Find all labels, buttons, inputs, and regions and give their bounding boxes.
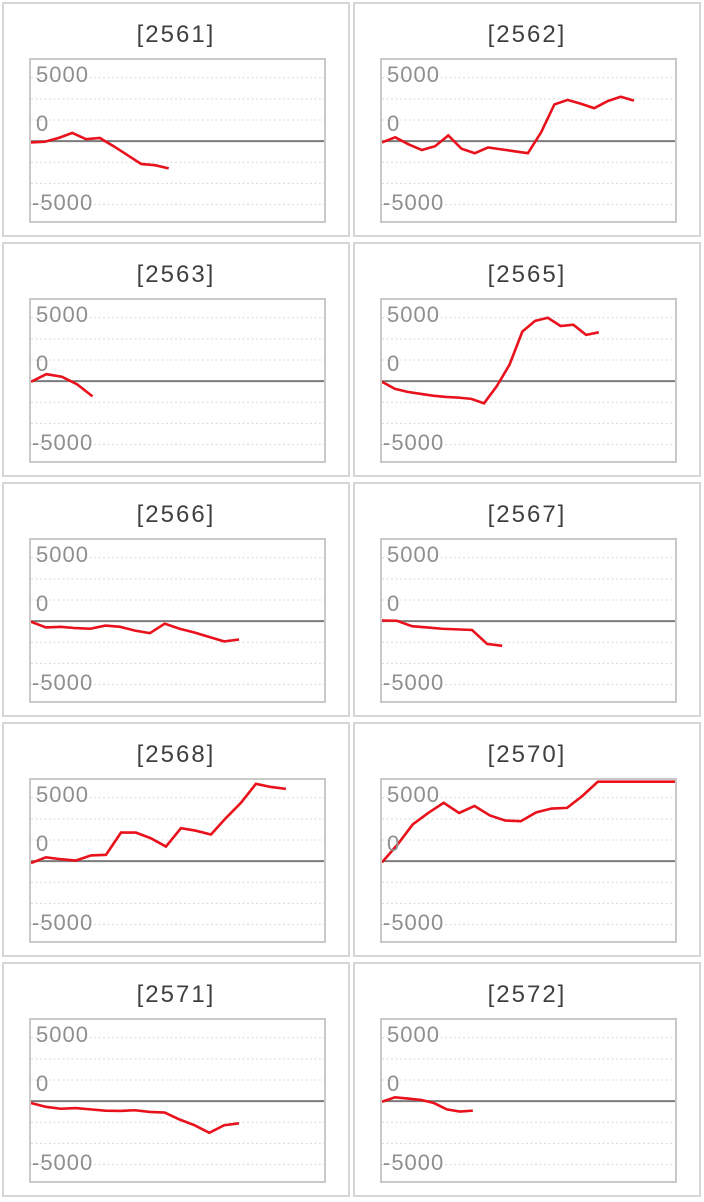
chart-title: [2570] bbox=[487, 741, 567, 768]
chart-title: [2571] bbox=[136, 981, 216, 1008]
chart-plot-area: 5000 0 -5000 bbox=[29, 778, 326, 943]
chart-title: [2566] bbox=[136, 501, 216, 528]
line-chart-canvas bbox=[31, 557, 324, 686]
chart-title: [2567] bbox=[487, 501, 567, 528]
chart-tile-2572: [2572] 5000 0 -5000 bbox=[353, 962, 701, 1197]
line-chart-canvas bbox=[31, 77, 324, 206]
line-chart-canvas bbox=[31, 782, 324, 926]
line-chart-canvas bbox=[382, 780, 675, 926]
chart-plot-area: 5000 0 -5000 bbox=[380, 298, 677, 463]
chart-title: [2562] bbox=[487, 21, 567, 48]
chart-tile-2570: [2570] 5000 0 -5000 bbox=[353, 722, 701, 957]
chart-title: [2563] bbox=[136, 261, 216, 288]
chart-tile-2565: [2565] 5000 0 -5000 bbox=[353, 242, 701, 477]
chart-tile-2563: [2563] 5000 0 -5000 bbox=[2, 242, 350, 477]
chart-tile-2568: [2568] 5000 0 -5000 bbox=[2, 722, 350, 957]
line-chart-canvas bbox=[31, 1037, 324, 1166]
chart-plot-area: 5000 0 -5000 bbox=[29, 298, 326, 463]
chart-title: [2565] bbox=[487, 261, 567, 288]
chart-plot-area: 5000 0 -5000 bbox=[380, 58, 677, 223]
chart-tile-2562: [2562] 5000 0 -5000 bbox=[353, 2, 701, 237]
chart-tile-2567: [2567] 5000 0 -5000 bbox=[353, 482, 701, 717]
chart-title: [2568] bbox=[136, 741, 216, 768]
line-chart-canvas bbox=[382, 557, 675, 686]
line-chart-canvas bbox=[382, 316, 675, 446]
chart-plot-area: 5000 0 -5000 bbox=[29, 58, 326, 223]
chart-plot-area: 5000 0 -5000 bbox=[29, 538, 326, 703]
chart-plot-area: 5000 0 -5000 bbox=[380, 1018, 677, 1183]
chart-tile-2561: [2561] 5000 0 -5000 bbox=[2, 2, 350, 237]
line-chart-canvas bbox=[382, 77, 675, 206]
chart-tile-2571: [2571] 5000 0 -5000 bbox=[2, 962, 350, 1197]
chart-tile-2566: [2566] 5000 0 -5000 bbox=[2, 482, 350, 717]
chart-plot-area: 5000 0 -5000 bbox=[29, 1018, 326, 1183]
chart-plot-area: 5000 0 -5000 bbox=[380, 538, 677, 703]
line-chart-canvas bbox=[31, 317, 324, 446]
chart-title: [2572] bbox=[487, 981, 567, 1008]
line-chart-canvas bbox=[382, 1037, 675, 1166]
chart-title: [2561] bbox=[136, 21, 216, 48]
chart-plot-area: 5000 0 -5000 bbox=[380, 778, 677, 943]
